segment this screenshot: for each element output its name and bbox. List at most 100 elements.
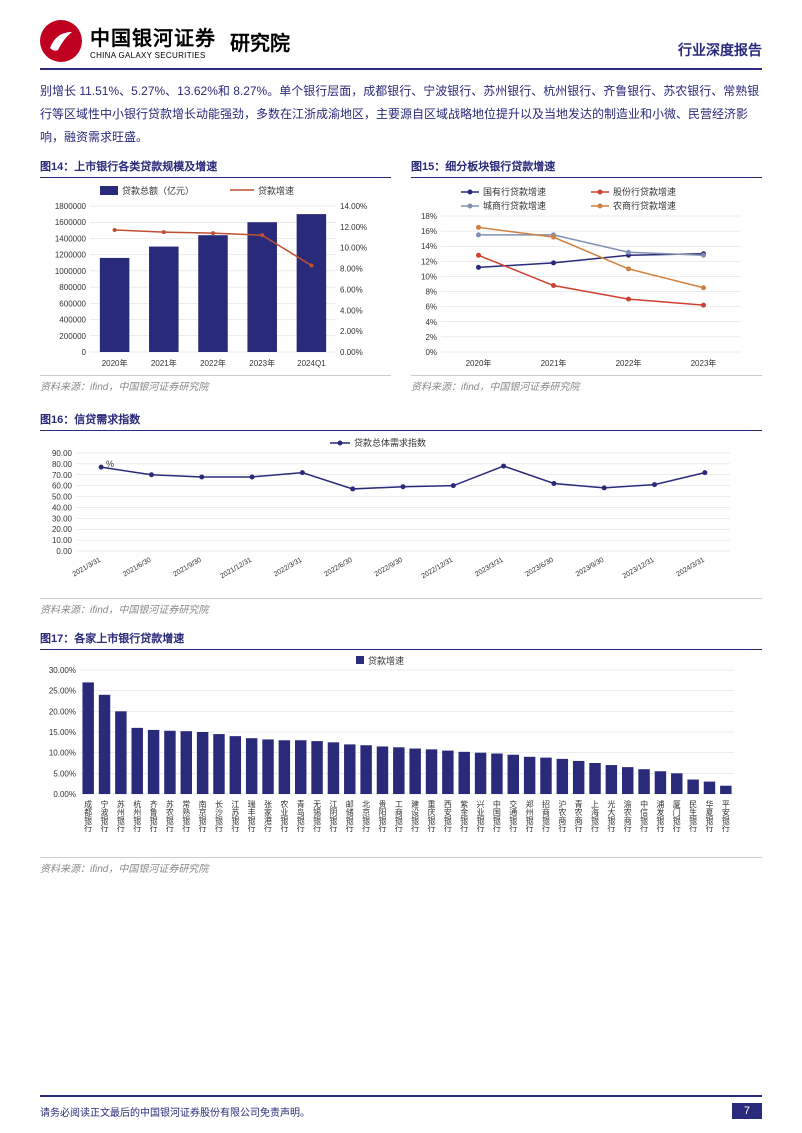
svg-text:2024/3/31: 2024/3/31: [675, 557, 706, 579]
svg-text:4.00%: 4.00%: [340, 307, 363, 316]
svg-text:贷款增速: 贷款增速: [368, 655, 404, 666]
page-header: 中国银河证券 CHINA GALAXY SECURITIES 研究院 行业深度报…: [40, 20, 762, 68]
svg-text:1600000: 1600000: [55, 219, 87, 228]
svg-text:江阴银行: 江阴银行: [329, 800, 338, 833]
svg-text:成都银行: 成都银行: [84, 799, 93, 833]
svg-text:5.00%: 5.00%: [53, 770, 76, 779]
svg-text:贷款总额（亿元）: 贷款总额（亿元）: [122, 185, 194, 196]
svg-text:宁波银行: 宁波银行: [100, 799, 109, 833]
svg-text:北京银行: 北京银行: [362, 800, 371, 833]
svg-text:400000: 400000: [59, 316, 86, 325]
svg-text:1200000: 1200000: [55, 251, 87, 260]
svg-text:2021/9/30: 2021/9/30: [172, 557, 203, 579]
chart14-title: 图14：上市银行各类贷款规模及增速: [40, 158, 391, 178]
svg-text:12.00%: 12.00%: [340, 223, 367, 232]
chart16-title: 图16：信贷需求指数: [40, 411, 762, 431]
svg-text:2021/6/30: 2021/6/30: [122, 557, 153, 579]
svg-text:青农商行: 青农商行: [574, 799, 583, 833]
chart15: 国有行贷款增速股份行贷款增速城商行贷款增速农商行贷款增速0%2%4%6%8%10…: [411, 182, 762, 375]
svg-text:0%: 0%: [425, 348, 437, 357]
svg-text:上海银行: 上海银行: [591, 800, 600, 833]
svg-text:民生银行: 民生银行: [689, 800, 698, 833]
page-footer: 请务必阅读正文最后的中国银河证券股份有限公司免责声明。 7: [40, 1095, 762, 1119]
svg-text:郑州银行: 郑州银行: [525, 799, 534, 833]
svg-text:招商银行: 招商银行: [541, 799, 550, 833]
chart17-source: 资料来源：ifind，中国银河证券研究院: [40, 857, 762, 875]
svg-text:瑞丰银行: 瑞丰银行: [247, 799, 256, 833]
svg-text:交通银行: 交通银行: [509, 799, 518, 833]
svg-text:城商行贷款增速: 城商行贷款增速: [483, 200, 546, 211]
svg-text:10.00: 10.00: [52, 537, 73, 546]
svg-text:2023年: 2023年: [691, 358, 717, 368]
svg-text:2023/3/31: 2023/3/31: [474, 557, 505, 579]
svg-text:2021年: 2021年: [541, 358, 567, 368]
svg-text:600000: 600000: [59, 300, 86, 309]
svg-text:20.00%: 20.00%: [49, 708, 76, 717]
page-number: 7: [732, 1103, 762, 1119]
svg-text:平安银行: 平安银行: [721, 800, 730, 833]
svg-text:2%: 2%: [425, 333, 437, 342]
svg-text:南京银行: 南京银行: [198, 799, 207, 833]
svg-text:0: 0: [82, 348, 87, 357]
svg-text:沪农商行: 沪农商行: [558, 799, 567, 833]
svg-text:1800000: 1800000: [55, 202, 87, 211]
svg-text:苏农银行: 苏农银行: [165, 799, 174, 833]
svg-text:农商行贷款增速: 农商行贷款增速: [613, 200, 676, 211]
svg-text:长沙银行: 长沙银行: [214, 799, 223, 833]
svg-text:贵阳银行: 贵阳银行: [378, 799, 387, 833]
svg-text:江苏银行: 江苏银行: [231, 800, 240, 833]
svg-text:0.00%: 0.00%: [340, 348, 363, 357]
logo-mark: [40, 20, 82, 62]
svg-text:2021年: 2021年: [151, 358, 177, 368]
svg-text:2020年: 2020年: [466, 358, 492, 368]
logo-institute: 研究院: [230, 27, 290, 56]
svg-text:2023/6/30: 2023/6/30: [524, 557, 555, 579]
svg-text:10%: 10%: [421, 273, 437, 282]
svg-text:10.00%: 10.00%: [49, 749, 76, 758]
svg-text:齐鲁银行: 齐鲁银行: [149, 799, 158, 833]
svg-text:8%: 8%: [425, 288, 437, 297]
svg-text:90.00: 90.00: [52, 449, 73, 458]
svg-text:2022/6/30: 2022/6/30: [323, 557, 354, 579]
svg-text:200000: 200000: [59, 332, 86, 341]
svg-text:青岛银行: 青岛银行: [296, 799, 305, 833]
svg-text:8.00%: 8.00%: [340, 265, 363, 274]
svg-text:2022/12/31: 2022/12/31: [420, 557, 454, 581]
svg-text:2024Q1: 2024Q1: [297, 359, 326, 368]
svg-text:2021/12/31: 2021/12/31: [219, 557, 253, 581]
svg-text:14.00%: 14.00%: [340, 202, 367, 211]
svg-text:贷款增速: 贷款增速: [258, 185, 294, 196]
chart15-source: 资料来源：ifind，中国银河证券研究院: [411, 375, 762, 393]
svg-text:2023/12/31: 2023/12/31: [622, 557, 656, 581]
svg-text:苏州银行: 苏州银行: [116, 799, 125, 833]
svg-text:14%: 14%: [421, 243, 437, 252]
svg-text:2022年: 2022年: [616, 358, 642, 368]
svg-text:西安银行: 西安银行: [443, 800, 452, 833]
svg-text:12%: 12%: [421, 258, 437, 267]
svg-text:800000: 800000: [59, 284, 86, 293]
logo-cn: 中国银河证券: [90, 22, 216, 51]
svg-text:1400000: 1400000: [55, 235, 87, 244]
svg-text:70.00: 70.00: [52, 471, 73, 480]
svg-text:华夏银行: 华夏银行: [705, 799, 714, 833]
chart16: 贷款总体需求指数0.0010.0020.0030.0040.0050.0060.…: [40, 435, 762, 598]
header-divider: [40, 68, 762, 70]
svg-text:邮储银行: 邮储银行: [345, 799, 354, 833]
svg-text:10.00%: 10.00%: [340, 244, 367, 253]
svg-text:国有行贷款增速: 国有行贷款增速: [483, 186, 546, 197]
svg-text:80.00: 80.00: [52, 460, 73, 469]
svg-text:渝农商行: 渝农商行: [623, 799, 632, 833]
svg-text:股份行贷款增速: 股份行贷款增速: [613, 186, 676, 197]
chart14: 贷款总额（亿元）贷款增速0200000400000600000800000100…: [40, 182, 391, 375]
chart17-title: 图17：各家上市银行贷款增速: [40, 630, 762, 650]
svg-text:2022年: 2022年: [200, 358, 226, 368]
chart16-source: 资料来源：ifind，中国银河证券研究院: [40, 598, 762, 616]
svg-text:15.00%: 15.00%: [49, 728, 76, 737]
logo-block: 中国银河证券 CHINA GALAXY SECURITIES 研究院: [40, 20, 290, 62]
svg-text:厦门银行: 厦门银行: [672, 800, 681, 833]
svg-text:30.00: 30.00: [52, 515, 73, 524]
svg-text:2.00%: 2.00%: [340, 328, 363, 337]
svg-text:2022/9/30: 2022/9/30: [374, 557, 405, 579]
svg-text:常熟银行: 常熟银行: [182, 800, 191, 833]
svg-text:6.00%: 6.00%: [340, 286, 363, 295]
